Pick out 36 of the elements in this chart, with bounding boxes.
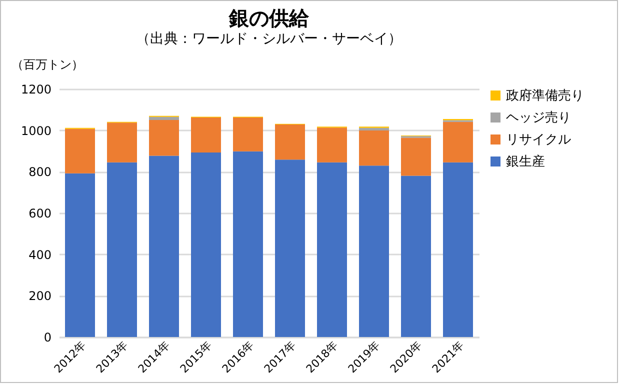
bar: [107, 162, 137, 337]
bar: [149, 116, 179, 120]
y-tick-label: 0: [44, 330, 52, 344]
bar: [359, 166, 389, 337]
bar: [65, 128, 95, 174]
bar: [65, 173, 95, 337]
bar: [401, 176, 431, 337]
chart-subtitle: （出典：ワールド・シルバー・サーベイ）: [136, 31, 402, 47]
legend-label: 政府準備売り: [506, 88, 584, 104]
bar: [191, 152, 221, 337]
bar: [317, 128, 347, 162]
bar: [149, 120, 179, 156]
y-tick-label: 200: [28, 289, 52, 304]
bar: [443, 122, 473, 162]
legend-label: 銀生産: [506, 154, 545, 170]
y-tick-label: 600: [28, 206, 52, 220]
y-tick-label: 1200: [20, 82, 52, 96]
bar: [233, 118, 263, 152]
y-tick-label: 400: [28, 248, 52, 262]
bar: [443, 162, 473, 337]
bar: [275, 124, 305, 160]
y-axis-title: （百万トン）: [12, 58, 84, 72]
bar: [359, 130, 389, 166]
bar: [359, 128, 389, 131]
legend-label: リサイクル: [506, 132, 571, 148]
bar: [275, 160, 305, 337]
chart-title: 銀の供給: [228, 6, 310, 30]
bar: [317, 162, 347, 337]
y-tick-label: 1000: [20, 124, 52, 138]
bar: [149, 156, 179, 337]
y-tick-label: 800: [28, 165, 52, 180]
bar: [233, 151, 263, 337]
legend-label: ヘッジ売り: [506, 110, 571, 126]
bar: [191, 118, 221, 152]
bar: [107, 122, 137, 162]
bar: [401, 138, 431, 176]
